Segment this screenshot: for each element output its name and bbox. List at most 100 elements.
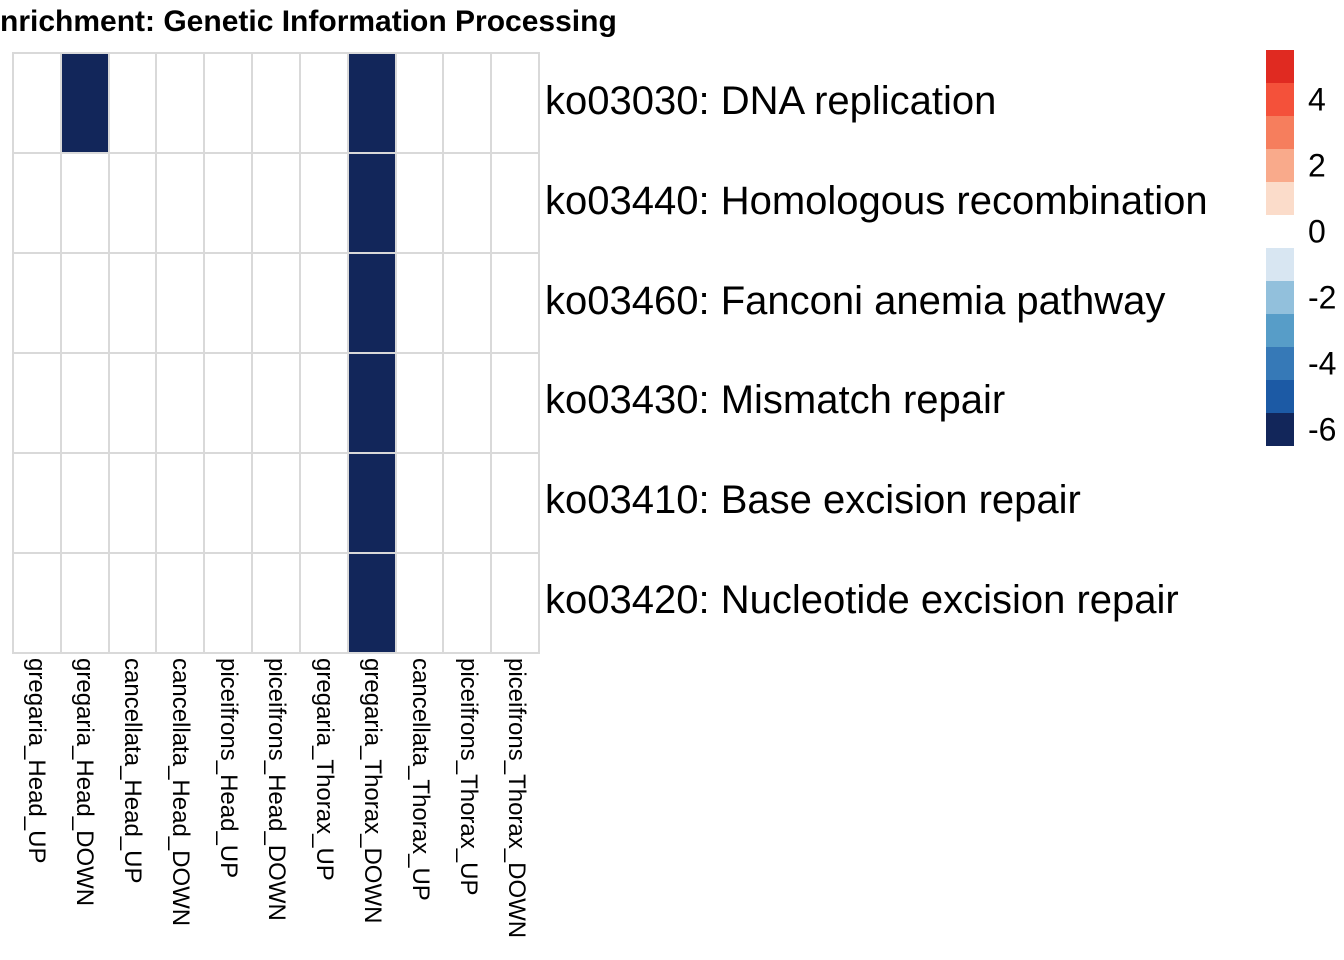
- legend-color-block: [1266, 248, 1294, 281]
- x-axis-label: cancellata_Thorax_UP: [407, 658, 434, 901]
- heatmap-cell: [205, 54, 252, 152]
- x-axis-label: gregaria_Thorax_DOWN: [359, 658, 386, 924]
- x-axis-label: piceifrons_Head_UP: [215, 658, 242, 879]
- heatmap-cell: [300, 254, 347, 352]
- legend-tick-label: -2: [1308, 279, 1337, 315]
- heatmap-cell: [492, 154, 538, 252]
- legend-tick-label: 2: [1308, 147, 1326, 183]
- legend-tick-label: -4: [1308, 345, 1337, 381]
- legend-color-block: [1266, 347, 1294, 380]
- heatmap-cell: [157, 354, 204, 452]
- heatmap-cell: [253, 154, 299, 252]
- heatmap-cell: [300, 54, 347, 152]
- legend-tick-label: -6: [1308, 411, 1337, 447]
- y-axis-label: ko03440: Homologous recombination: [545, 178, 1208, 223]
- heatmap-cell: [157, 54, 204, 152]
- heatmap-cell: [348, 54, 395, 152]
- legend-color-block: [1266, 215, 1294, 248]
- heatmap-cell: [61, 254, 108, 352]
- legend-color-block: [1266, 149, 1294, 182]
- x-axis-label: gregaria_Head_DOWN: [71, 658, 98, 907]
- heatmap-cell: [205, 354, 252, 452]
- y-axis-label: ko03410: Base excision repair: [545, 477, 1081, 522]
- heatmap-cell: [157, 554, 204, 652]
- legend-color-block: [1266, 413, 1294, 446]
- heatmap-cell: [444, 354, 491, 452]
- heatmap-cell: [14, 154, 60, 252]
- heatmap-cell: [396, 254, 443, 352]
- x-axis-label: gregaria_Thorax_UP: [311, 658, 338, 881]
- legend-color-block: [1266, 182, 1294, 215]
- heatmap-cell: [492, 254, 538, 352]
- heatmap-cell: [492, 554, 538, 652]
- heatmap-cell: [109, 54, 156, 152]
- heatmap-cell: [253, 254, 299, 352]
- legend-color-block: [1266, 83, 1294, 116]
- heatmap-cell: [157, 154, 204, 252]
- heatmap-cell: [157, 454, 204, 552]
- heatmap-cell: [492, 354, 538, 452]
- heatmap-cell: [109, 554, 156, 652]
- x-axis-label: cancellata_Head_UP: [119, 658, 146, 884]
- x-axis-label: piceifrons_Thorax_UP: [455, 658, 482, 896]
- heatmap-cell: [14, 54, 60, 152]
- legend-color-block: [1266, 50, 1294, 83]
- heatmap-cell: [396, 54, 443, 152]
- heatmap-cell: [300, 454, 347, 552]
- legend-color-block: [1266, 116, 1294, 149]
- legend-tick-label: 4: [1308, 81, 1326, 117]
- heatmap-cell: [61, 54, 108, 152]
- x-axis-label: cancellata_Head_DOWN: [167, 658, 194, 927]
- heatmap-cell: [300, 154, 347, 252]
- heatmap-cell: [61, 454, 108, 552]
- legend-tick-label: 0: [1308, 213, 1326, 249]
- heatmap-cell: [300, 354, 347, 452]
- heatmap-cell: [205, 554, 252, 652]
- heatmap-cell: [300, 554, 347, 652]
- heatmap-cell: [348, 354, 395, 452]
- heatmap-cell: [157, 254, 204, 352]
- legend-color-block: [1266, 281, 1294, 314]
- heatmap-cell: [396, 454, 443, 552]
- heatmap-cell: [61, 154, 108, 252]
- heatmap-cell: [14, 454, 60, 552]
- heatmap-cell: [444, 554, 491, 652]
- heatmap-cell: [61, 354, 108, 452]
- heatmap-cell: [109, 454, 156, 552]
- legend-color-block: [1266, 314, 1294, 347]
- y-axis-label: ko03460: Fanconi anemia pathway: [545, 278, 1166, 323]
- y-axis-label: ko03420: Nucleotide excision repair: [545, 577, 1179, 622]
- heatmap-cell: [492, 454, 538, 552]
- heatmap-cell: [253, 454, 299, 552]
- x-axis-label: gregaria_Head_UP: [23, 658, 50, 864]
- heatmap-cell: [14, 554, 60, 652]
- heatmap-cell: [444, 54, 491, 152]
- heatmap-cell: [205, 154, 252, 252]
- heatmap-cell: [348, 454, 395, 552]
- heatmap-cell: [396, 154, 443, 252]
- color-legend: 4 2 0 -2 -4 -6: [1266, 50, 1344, 470]
- x-axis-label: piceifrons_Head_DOWN: [263, 658, 290, 921]
- heatmap-cell: [109, 354, 156, 452]
- y-axis-label: ko03030: DNA replication: [545, 79, 997, 124]
- heatmap-grid: [12, 52, 540, 654]
- heatmap-cell: [205, 254, 252, 352]
- heatmap-cell: [205, 454, 252, 552]
- x-axis-label: piceifrons_Thorax_DOWN: [503, 658, 530, 939]
- heatmap-cell: [253, 554, 299, 652]
- heatmap-cell: [444, 254, 491, 352]
- heatmap-cell: [348, 154, 395, 252]
- heatmap-cell: [14, 354, 60, 452]
- heatmap-cell: [492, 54, 538, 152]
- x-axis-labels: gregaria_Head_UP gregaria_Head_DOWN cancel…: [12, 658, 540, 958]
- heatmap-cell: [14, 254, 60, 352]
- heatmap-cell: [396, 554, 443, 652]
- heatmap-cell: [61, 554, 108, 652]
- heatmap-cell: [444, 154, 491, 252]
- heatmap-cell: [348, 554, 395, 652]
- heatmap-cell: [109, 254, 156, 352]
- legend-color-block: [1266, 380, 1294, 413]
- heatmap-cell: [396, 354, 443, 452]
- chart-title: nrichment: Genetic Information Processin…: [0, 5, 617, 38]
